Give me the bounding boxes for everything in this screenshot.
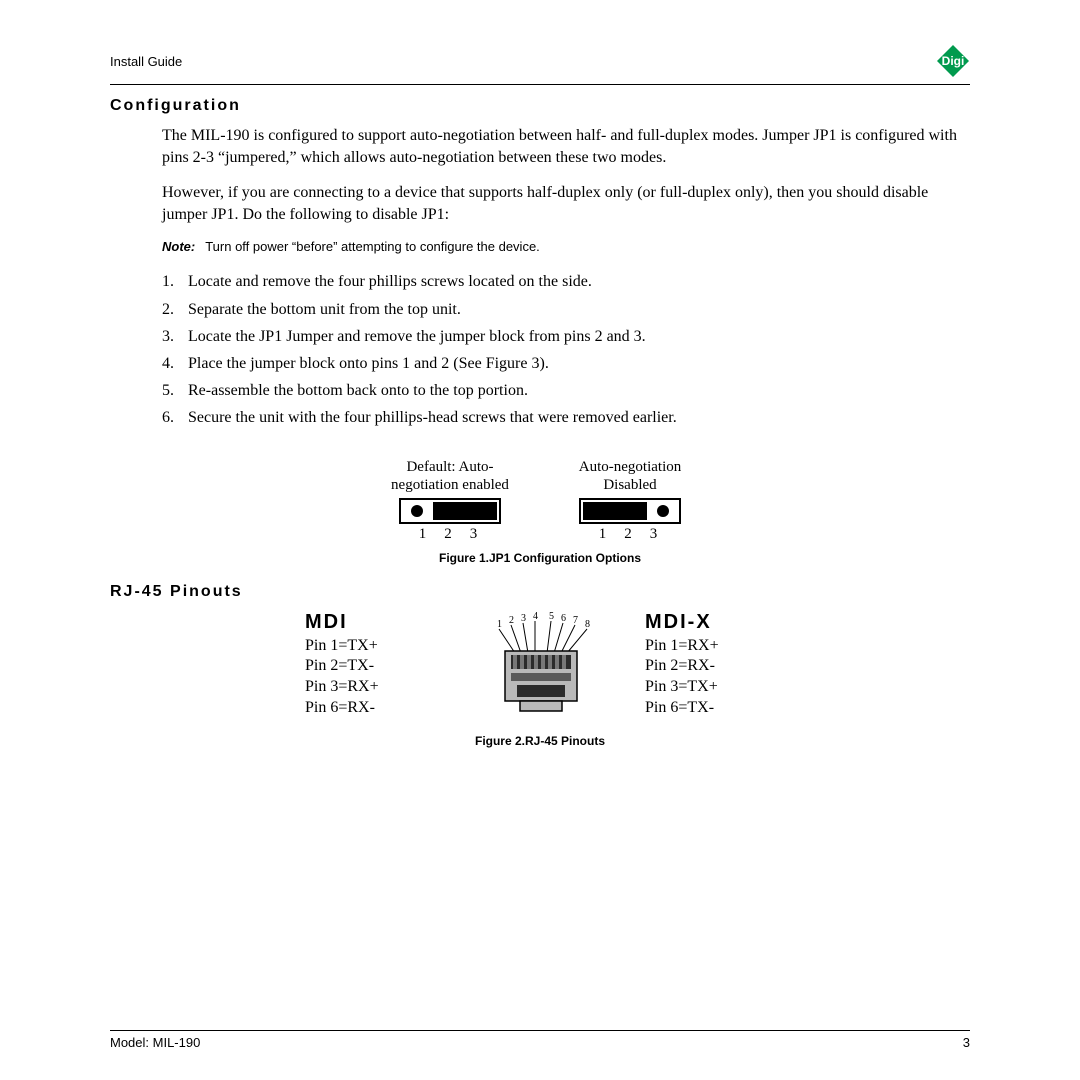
svg-text:5: 5 — [549, 611, 554, 622]
mdi-title: MDI — [305, 611, 435, 634]
svg-text:2: 2 — [509, 615, 514, 626]
jumper-right-l2: Disabled — [603, 477, 656, 493]
step-text: Locate and remove the four phillips scre… — [188, 268, 592, 295]
step-text: Re-assemble the bottom back onto to the … — [188, 377, 528, 404]
page-footer: Model: MIL-190 3 — [110, 1030, 970, 1050]
mdix-title: MDI-X — [645, 611, 775, 634]
step-number: 3. — [162, 323, 188, 350]
svg-text:1: 1 — [497, 619, 502, 630]
step-text: Locate the JP1 Jumper and remove the jum… — [188, 323, 646, 350]
step-item: 3.Locate the JP1 Jumper and remove the j… — [162, 323, 970, 350]
step-number: 6. — [162, 404, 188, 431]
jumper-left-l1: Default: Auto- — [406, 459, 493, 475]
config-para-1: The MIL-190 is configured to support aut… — [162, 125, 970, 168]
step-number: 5. — [162, 377, 188, 404]
footer-model: Model: MIL-190 — [110, 1035, 200, 1050]
step-item: 5.Re-assemble the bottom back onto to th… — [162, 377, 970, 404]
figure-1-caption: Figure 1.JP1 Configuration Options — [110, 551, 970, 565]
step-text: Separate the bottom unit from the top un… — [188, 296, 461, 323]
header-rule — [110, 84, 970, 85]
note-row: Note: Turn off power “before” attempting … — [162, 239, 970, 254]
jumper-default: Default: Auto-negotiation enabled 123 — [380, 458, 520, 543]
step-item: 6.Secure the unit with the four phillips… — [162, 404, 970, 431]
step-item: 1.Locate and remove the four phillips sc… — [162, 268, 970, 295]
pin-line: Pin 2=TX- — [305, 656, 435, 677]
page-header: Install Guide Digi — [110, 44, 970, 78]
svg-text:Digi: Digi — [942, 54, 965, 68]
rj45-connector-icon: 12 34 56 78 — [465, 611, 615, 726]
step-item: 4.Place the jumper block onto pins 1 and… — [162, 350, 970, 377]
step-text: Place the jumper block onto pins 1 and 2… — [188, 350, 549, 377]
jumper-right-l1: Auto-negotiation — [579, 459, 681, 475]
step-number: 2. — [162, 296, 188, 323]
digi-logo-icon: Digi — [936, 44, 970, 78]
figure-2-caption: Figure 2.RJ-45 Pinouts — [110, 734, 970, 748]
jumper-left-nums: 123 — [380, 526, 520, 543]
step-number: 1. — [162, 268, 188, 295]
configuration-heading: Configuration — [110, 97, 970, 115]
svg-text:3: 3 — [521, 613, 526, 624]
svg-text:8: 8 — [585, 619, 590, 630]
step-text: Secure the unit with the four phillips-h… — [188, 404, 677, 431]
pinouts-row: MDI Pin 1=TX+Pin 2=TX-Pin 3=RX+Pin 6=RX-… — [110, 611, 970, 726]
mdi-column: MDI Pin 1=TX+Pin 2=TX-Pin 3=RX+Pin 6=RX- — [305, 611, 435, 719]
jumper-right-nums: 123 — [560, 526, 700, 543]
pinouts-heading: RJ-45 Pinouts — [110, 583, 970, 601]
pin-line: Pin 6=TX- — [645, 698, 775, 719]
note-label: Note: — [162, 239, 195, 254]
jumper-left-l2: negotiation enabled — [391, 477, 509, 493]
jumper-disabled: Auto-negotiation Disabled 123 — [560, 458, 700, 543]
pin-line: Pin 1=RX+ — [645, 636, 775, 657]
pin-line: Pin 3=RX+ — [305, 677, 435, 698]
header-title: Install Guide — [110, 54, 182, 69]
pin-line: Pin 1=TX+ — [305, 636, 435, 657]
pin-line: Pin 2=RX- — [645, 656, 775, 677]
footer-page: 3 — [963, 1035, 970, 1050]
mdix-column: MDI-X Pin 1=RX+Pin 2=RX-Pin 3=TX+Pin 6=T… — [645, 611, 775, 719]
pin-line: Pin 3=TX+ — [645, 677, 775, 698]
svg-text:6: 6 — [561, 613, 566, 624]
config-para-2: However, if you are connecting to a devi… — [162, 182, 970, 225]
step-number: 4. — [162, 350, 188, 377]
note-text: Turn off power “before” attempting to co… — [205, 239, 540, 254]
pin-line: Pin 6=RX- — [305, 698, 435, 719]
svg-text:4: 4 — [533, 611, 538, 622]
svg-text:7: 7 — [573, 615, 578, 626]
steps-list: 1.Locate and remove the four phillips sc… — [162, 268, 970, 431]
figure-1: Default: Auto-negotiation enabled 123 Au… — [110, 458, 970, 565]
step-item: 2.Separate the bottom unit from the top … — [162, 296, 970, 323]
